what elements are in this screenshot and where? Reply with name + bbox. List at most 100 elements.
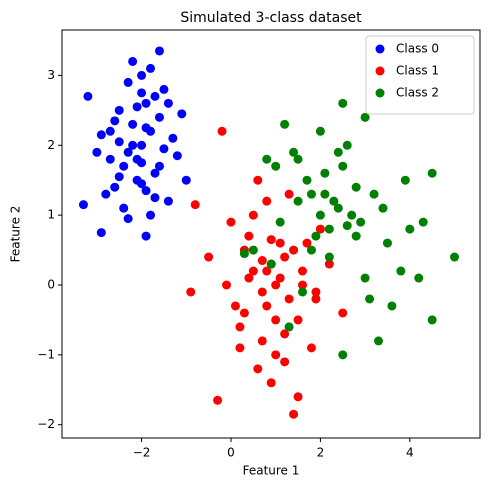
point	[128, 56, 138, 66]
point	[289, 147, 299, 157]
y-tick-label: 1	[47, 208, 55, 222]
legend-label: Class 2	[396, 86, 439, 100]
point	[315, 224, 325, 234]
point	[360, 273, 370, 283]
point	[338, 350, 348, 360]
point	[114, 137, 124, 147]
point	[257, 336, 267, 346]
point	[414, 273, 424, 283]
legend-marker	[375, 44, 385, 54]
point	[427, 168, 437, 178]
y-axis-label: Feature 2	[9, 206, 23, 263]
point	[311, 294, 321, 304]
point	[329, 196, 339, 206]
point	[271, 315, 281, 325]
point	[119, 161, 129, 171]
point	[110, 116, 120, 126]
point	[119, 203, 129, 213]
y-tick-label: 3	[47, 68, 55, 82]
x-tick-label: 2	[317, 446, 325, 460]
point	[137, 88, 147, 98]
point	[338, 161, 348, 171]
point	[374, 336, 384, 346]
point	[275, 273, 285, 283]
point	[123, 214, 133, 224]
point	[280, 119, 290, 129]
point	[244, 273, 254, 283]
point	[284, 189, 294, 199]
point	[342, 140, 352, 150]
point	[324, 259, 334, 269]
point	[257, 256, 267, 266]
point	[400, 175, 410, 185]
point	[137, 140, 147, 150]
point	[141, 186, 151, 196]
point	[266, 235, 276, 245]
y-tick-label: −2	[37, 417, 55, 431]
point	[427, 315, 437, 325]
legend-box	[365, 35, 475, 115]
point	[248, 245, 258, 255]
y-tick-label: 2	[47, 138, 55, 152]
point	[271, 350, 281, 360]
point	[351, 182, 361, 192]
point	[92, 147, 102, 157]
point	[280, 357, 290, 367]
point	[262, 301, 272, 311]
legend-label: Class 1	[396, 64, 439, 78]
point	[275, 238, 285, 248]
point	[284, 322, 294, 332]
point	[177, 109, 187, 119]
point	[293, 154, 303, 164]
point	[159, 144, 169, 154]
point	[128, 140, 138, 150]
point	[146, 63, 156, 73]
point	[253, 364, 263, 374]
point	[293, 196, 303, 206]
legend-label: Class 0	[396, 42, 439, 56]
legend-marker	[375, 88, 385, 98]
y-tick-label: −1	[37, 347, 55, 361]
point	[356, 217, 366, 227]
point	[289, 409, 299, 419]
point	[306, 189, 316, 199]
point	[284, 294, 294, 304]
point	[78, 200, 88, 210]
point	[239, 249, 249, 259]
point	[146, 210, 156, 220]
x-tick-label: −2	[133, 446, 151, 460]
point	[235, 322, 245, 332]
point	[239, 308, 249, 318]
point	[226, 217, 236, 227]
point	[271, 161, 281, 171]
x-tick-label: 4	[406, 446, 414, 460]
point	[311, 287, 321, 297]
point	[154, 46, 164, 56]
point	[150, 168, 160, 178]
point	[302, 238, 312, 248]
point	[128, 119, 138, 129]
point	[333, 203, 343, 213]
point	[186, 287, 196, 297]
point	[154, 161, 164, 171]
chart-title: Simulated 3-class dataset	[180, 10, 362, 26]
point	[132, 102, 142, 112]
y-tick-label: 0	[47, 278, 55, 292]
point	[280, 329, 290, 339]
point	[351, 231, 361, 241]
point	[257, 287, 267, 297]
point	[230, 301, 240, 311]
point	[378, 203, 388, 213]
point	[382, 238, 392, 248]
point	[253, 175, 263, 185]
point	[235, 343, 245, 353]
x-tick-label: 0	[227, 446, 235, 460]
point	[342, 221, 352, 231]
point	[190, 200, 200, 210]
point	[248, 210, 258, 220]
point	[213, 395, 223, 405]
point	[450, 252, 460, 262]
point	[298, 266, 308, 276]
point	[306, 343, 316, 353]
